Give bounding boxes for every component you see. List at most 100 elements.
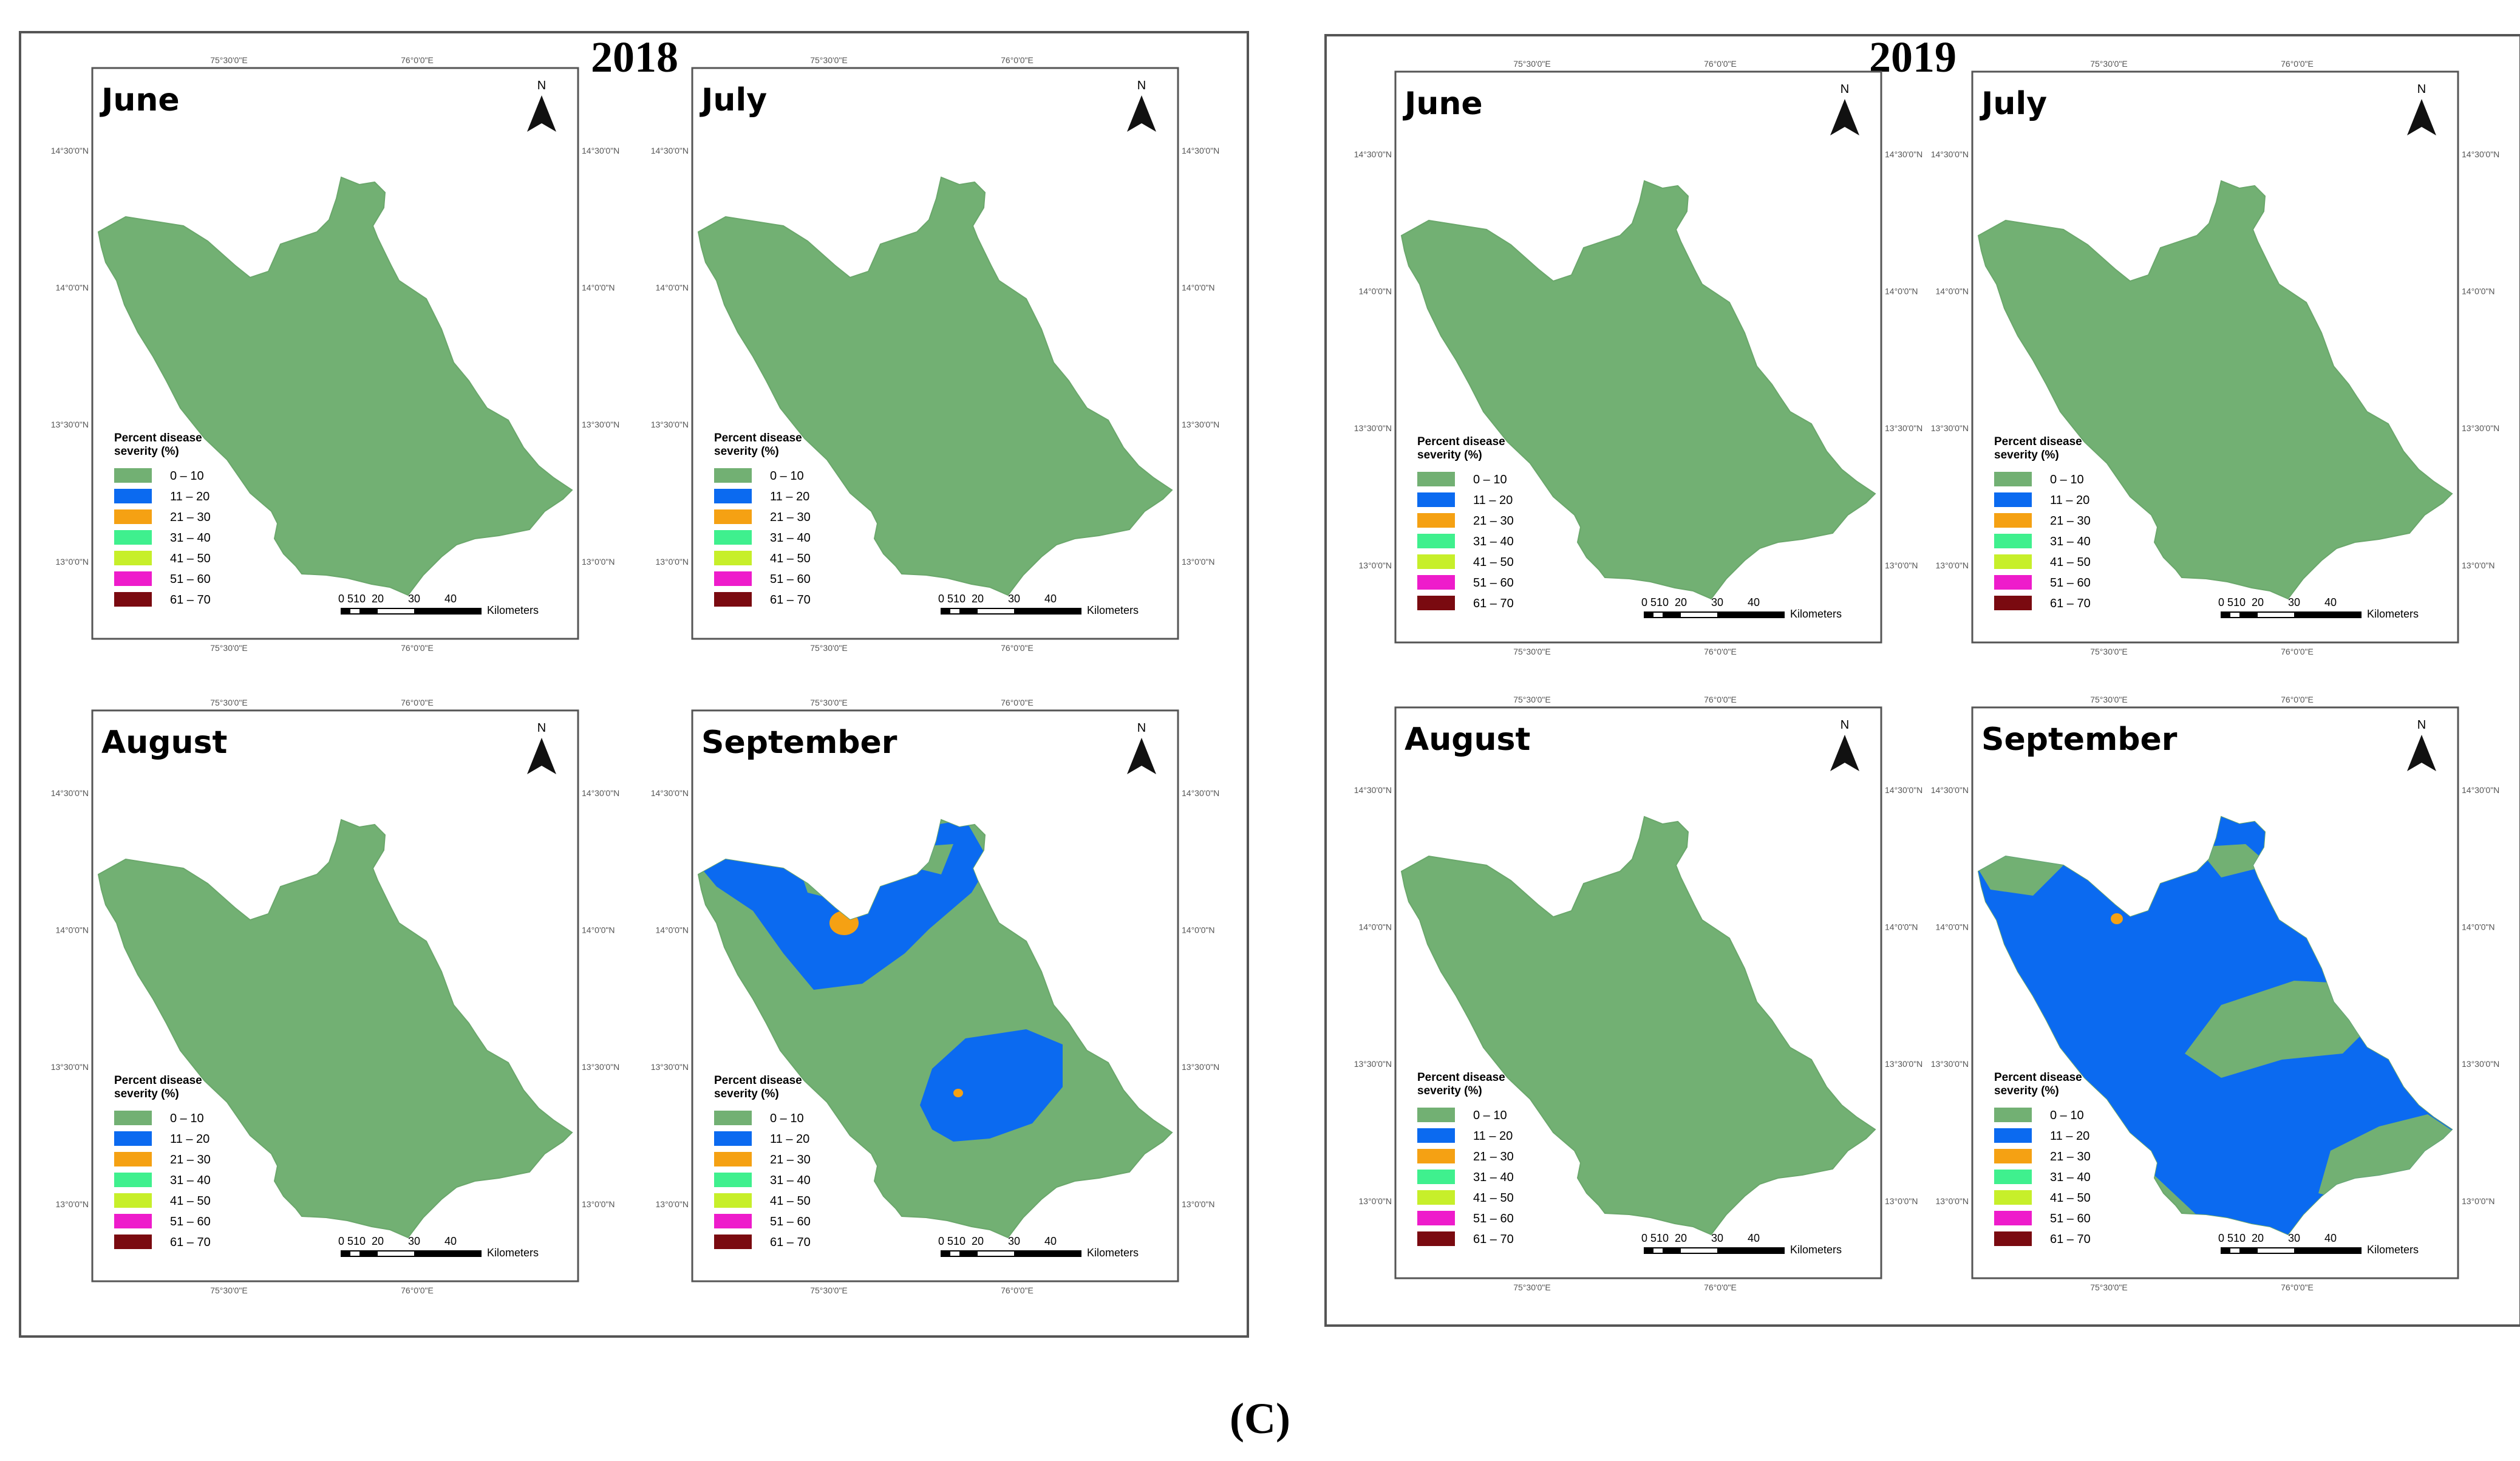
north-arrow-icon: N: [1830, 83, 1859, 135]
graticule-right-label: 14°0'0"N: [1885, 922, 1918, 932]
legend-swatch: [1417, 534, 1455, 548]
legend-label: 51 – 60: [2050, 576, 2091, 590]
legend-swatch: [1417, 554, 1455, 569]
legend-label: 61 – 70: [1473, 597, 1514, 610]
graticule-bottom-label: 75°30'0"E: [210, 1286, 248, 1295]
legend-label: 31 – 40: [1473, 1171, 1514, 1184]
severity-zone-low: [2318, 1114, 2452, 1199]
graticule-right-label: 13°30'0"N: [2462, 423, 2499, 433]
legend-swatch: [114, 1111, 152, 1125]
graticule-right-label: 14°30'0"N: [582, 146, 619, 155]
graticule-left-label: 14°30'0"N: [1354, 149, 1392, 159]
legend-label: 21 – 30: [170, 511, 211, 524]
legend-swatch: [1994, 472, 2032, 486]
graticule-left-label: 14°0'0"N: [656, 925, 689, 935]
legend-label: 41 – 50: [170, 552, 211, 565]
scale-tick-label: 0: [938, 1235, 944, 1247]
year-title: 2018: [591, 33, 678, 81]
legend-label: 21 – 30: [2050, 1150, 2091, 1163]
legend-label: 21 – 30: [170, 1153, 211, 1166]
graticule-right-label: 13°0'0"N: [1182, 557, 1215, 567]
legend-label: 31 – 40: [170, 531, 211, 545]
legend-label: 61 – 70: [2050, 597, 2091, 610]
graticule-top-label: 76°0'0"E: [401, 698, 434, 707]
legend-swatch: [714, 1152, 752, 1166]
scale-unit: Kilometers: [487, 1247, 539, 1259]
map-panel-september: 75°30'0"E 76°0'0"E 75°30'0"E 76°0'0"E 14°30'…: [651, 698, 1220, 1295]
legend-label: 51 – 60: [2050, 1212, 2091, 1225]
graticule-top-label: 76°0'0"E: [2281, 59, 2314, 69]
scale-tick-label: 5: [1650, 596, 1657, 608]
graticule-bottom-label: 76°0'0"E: [1001, 1286, 1034, 1295]
legend-label: 41 – 50: [770, 552, 811, 565]
scale-bar-segment: [1717, 1248, 1784, 1253]
north-arrow-icon: N: [1127, 721, 1156, 774]
graticule-left-label: 14°0'0"N: [656, 283, 689, 293]
legend-label: 61 – 70: [1473, 1233, 1514, 1246]
graticule-bottom-label: 75°30'0"E: [810, 1286, 848, 1295]
legend-label: 21 – 30: [1473, 1150, 1514, 1163]
scale-tick-label: 10: [2233, 596, 2246, 608]
scale-tick-label: 40: [444, 593, 457, 605]
legend-swatch: [714, 571, 752, 586]
legend-swatch: [714, 1214, 752, 1228]
scale-tick-label: 0: [338, 1235, 344, 1247]
legend-swatch: [1417, 492, 1455, 507]
scale-bar: 0 5 10 20 30 40 Kilometers: [338, 593, 539, 616]
month-title: August: [1405, 721, 1530, 758]
north-arrow-icon: N: [527, 721, 556, 774]
legend-swatch: [1994, 534, 2032, 548]
north-arrow-shape: [1127, 95, 1156, 132]
scale-tick-label: 30: [1008, 593, 1020, 605]
graticule-left-label: 14°30'0"N: [651, 788, 689, 798]
scale-tick-label: 40: [1748, 596, 1760, 608]
legend-label: 31 – 40: [2050, 1171, 2091, 1184]
legend-swatch: [114, 1214, 152, 1228]
legend-swatch: [714, 1111, 752, 1125]
scale-bar-segment: [1663, 1248, 1681, 1253]
graticule-bottom-label: 75°30'0"E: [2090, 647, 2128, 656]
legend-swatch: [114, 530, 152, 545]
scale-bar: 0 5 10 20 30 40 Kilometers: [938, 1235, 1139, 1259]
graticule-left-label: 14°30'0"N: [1354, 785, 1392, 795]
north-arrow-shape: [2407, 99, 2436, 135]
legend-swatch: [714, 509, 752, 524]
graticule-right-label: 13°0'0"N: [582, 1199, 615, 1209]
graticule-left-label: 13°0'0"N: [656, 1199, 689, 1209]
scale-unit: Kilometers: [1087, 604, 1139, 616]
north-label: N: [1841, 83, 1849, 96]
graticule-top-label: 75°30'0"E: [210, 698, 248, 707]
legend-swatch: [114, 1193, 152, 1208]
graticule-top-label: 76°0'0"E: [401, 55, 434, 65]
scale-tick-label: 10: [953, 1235, 965, 1247]
scale-bar-segment: [2239, 1248, 2258, 1253]
legend-label: 11 – 20: [2050, 494, 2089, 507]
scale-tick-label: 20: [2252, 596, 2264, 608]
legend-label: 0 – 10: [2050, 473, 2084, 486]
legend-swatch: [1417, 596, 1455, 610]
severity-zone-21-30: [2111, 913, 2123, 924]
scale-tick-label: 5: [347, 593, 353, 605]
graticule-bottom-label: 76°0'0"E: [2281, 647, 2314, 656]
scale-unit: Kilometers: [1790, 1244, 1842, 1256]
graticule-top-label: 76°0'0"E: [2281, 695, 2314, 704]
graticule-top-label: 76°0'0"E: [1704, 695, 1737, 704]
graticule-left-label: 13°30'0"N: [1354, 423, 1392, 433]
legend-swatch: [714, 530, 752, 545]
north-label: N: [1137, 721, 1146, 735]
year-panel-2018: 2018 75°30'0"E 76°0'0"E 75°30'0"E 76°0'0"E 14…: [19, 31, 1249, 1338]
figure-caption: (C): [1230, 1394, 1290, 1443]
graticule-bottom-label: 75°30'0"E: [1513, 1282, 1551, 1292]
scale-tick-label: 30: [2288, 1232, 2300, 1244]
severity-zone-low: [2185, 981, 2379, 1078]
scale-tick-label: 40: [2324, 596, 2337, 608]
north-arrow-shape: [1830, 735, 1859, 771]
scale-tick-label: 40: [444, 1235, 457, 1247]
graticule-right-label: 13°30'0"N: [582, 1062, 619, 1072]
legend-swatch: [1417, 575, 1455, 590]
legend-label: 11 – 20: [1473, 1129, 1513, 1143]
scale-bar-segment: [2294, 612, 2361, 618]
scale-tick-label: 5: [947, 593, 953, 605]
graticule-left-label: 13°30'0"N: [651, 420, 689, 429]
